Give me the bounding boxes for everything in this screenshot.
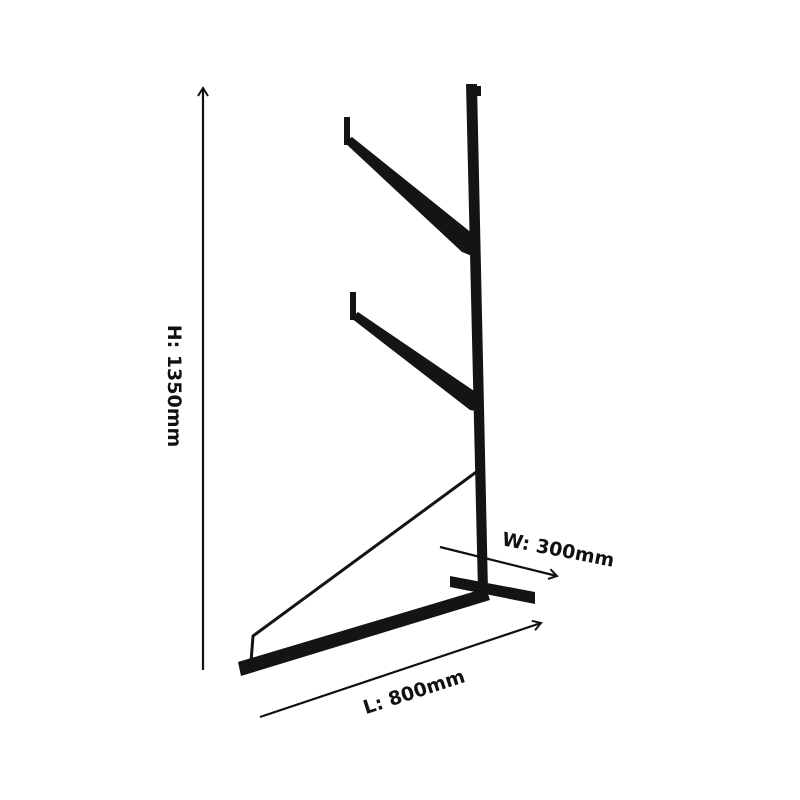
width-arrow bbox=[439, 545, 559, 580]
lower-arm-hook bbox=[350, 292, 356, 320]
length-label: L: 800mm bbox=[361, 666, 468, 720]
base-bar bbox=[238, 588, 490, 676]
height-label: H: 1350mm bbox=[163, 325, 185, 448]
rack-frame bbox=[238, 84, 535, 676]
length-arrow bbox=[259, 619, 543, 719]
upright-post bbox=[466, 84, 488, 592]
support-wire bbox=[249, 468, 480, 663]
annotations bbox=[197, 86, 559, 719]
lower-arm bbox=[351, 312, 481, 412]
upper-arm bbox=[344, 137, 473, 256]
upper-arm-hook bbox=[344, 117, 350, 145]
top-cap bbox=[475, 86, 481, 96]
foot-bar bbox=[450, 576, 535, 604]
